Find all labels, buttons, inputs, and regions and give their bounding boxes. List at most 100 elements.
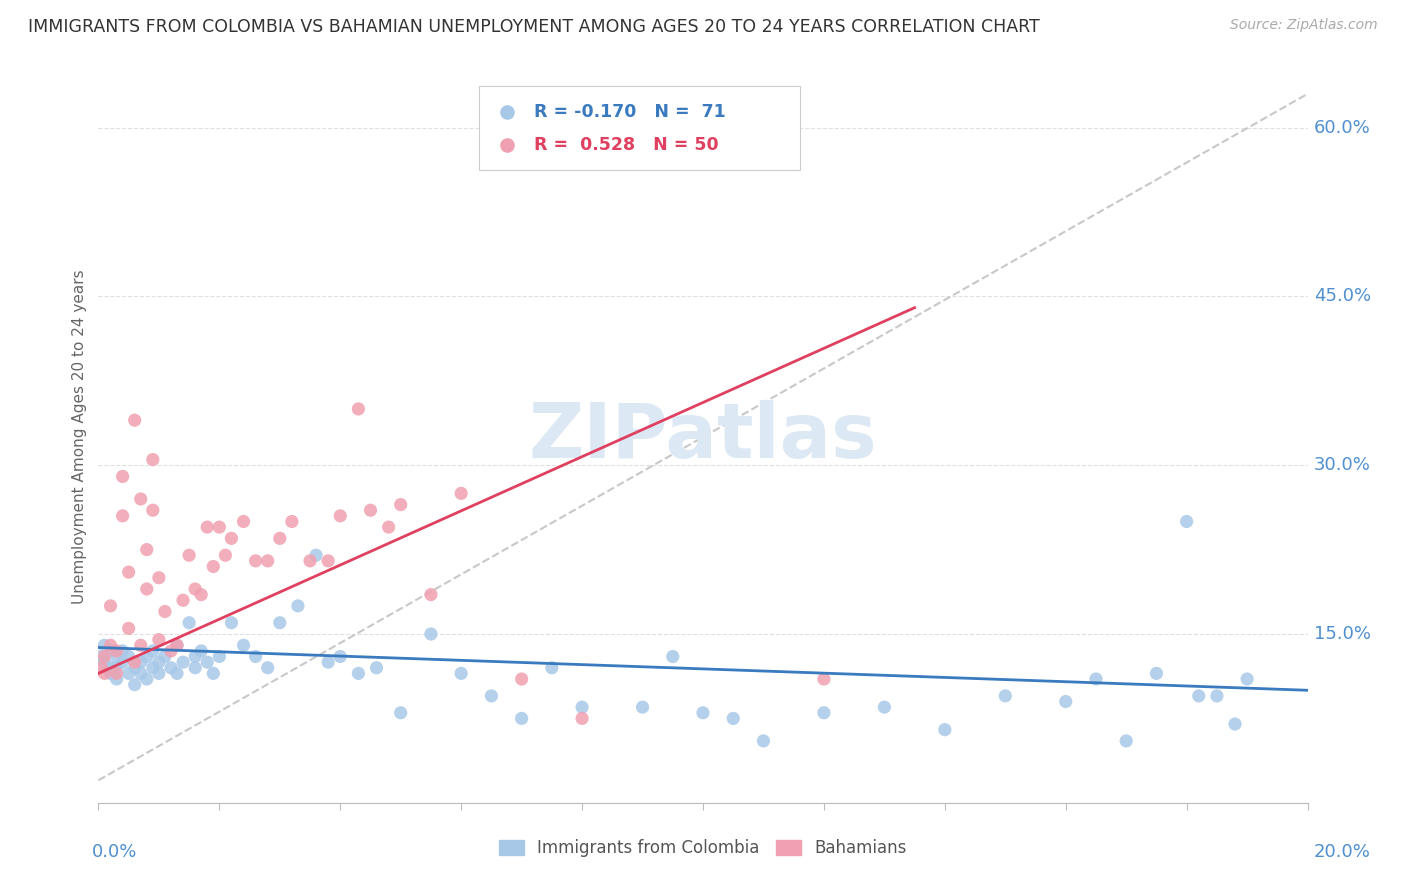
Point — [129, 655, 152, 669]
Point — [129, 638, 152, 652]
Point — [105, 644, 128, 658]
Point — [1188, 689, 1211, 703]
Point — [287, 599, 309, 613]
Point — [723, 711, 745, 725]
Point — [329, 508, 352, 523]
Point — [510, 711, 533, 725]
Point — [221, 532, 243, 546]
Point — [118, 621, 141, 635]
Point — [179, 548, 201, 562]
Point — [100, 661, 122, 675]
Point — [316, 655, 339, 669]
Point — [148, 666, 170, 681]
Point — [1144, 666, 1167, 681]
Point — [389, 706, 412, 720]
Point — [1054, 694, 1077, 708]
Point — [184, 582, 207, 596]
Point — [124, 413, 146, 427]
Text: R = -0.170   N =  71: R = -0.170 N = 71 — [534, 103, 725, 120]
Point — [118, 666, 141, 681]
Point — [202, 559, 225, 574]
Point — [202, 666, 225, 681]
Point — [214, 548, 236, 562]
Point — [1085, 672, 1108, 686]
Point — [142, 644, 165, 658]
Point — [93, 655, 115, 669]
Point — [347, 666, 370, 681]
Point — [360, 503, 382, 517]
Point — [93, 666, 115, 681]
Point — [153, 649, 176, 664]
Point — [93, 649, 115, 664]
Point — [450, 486, 472, 500]
Point — [118, 649, 141, 664]
Point — [90, 649, 112, 664]
Point — [1223, 717, 1246, 731]
Text: ZIPatlas: ZIPatlas — [529, 401, 877, 474]
Point — [316, 554, 339, 568]
Point — [245, 554, 267, 568]
Point — [510, 672, 533, 686]
Point — [631, 700, 654, 714]
Point — [256, 554, 278, 568]
Point — [1236, 672, 1258, 686]
Point — [934, 723, 956, 737]
Point — [692, 706, 714, 720]
Point — [124, 661, 146, 675]
Text: Source: ZipAtlas.com: Source: ZipAtlas.com — [1230, 18, 1378, 32]
Point — [752, 734, 775, 748]
Point — [994, 689, 1017, 703]
Point — [1115, 734, 1137, 748]
Point — [232, 515, 254, 529]
Point — [135, 649, 157, 664]
Point — [135, 582, 157, 596]
FancyBboxPatch shape — [479, 86, 800, 170]
Point — [190, 644, 212, 658]
Point — [256, 661, 278, 675]
Point — [166, 638, 188, 652]
Point — [347, 401, 370, 416]
Point — [420, 588, 443, 602]
Text: 15.0%: 15.0% — [1313, 625, 1371, 643]
Point — [148, 655, 170, 669]
Point — [232, 638, 254, 652]
Point — [166, 666, 188, 681]
Point — [305, 548, 328, 562]
Point — [100, 666, 122, 681]
Text: R =  0.528   N = 50: R = 0.528 N = 50 — [534, 136, 718, 153]
Point — [100, 638, 122, 652]
Point — [100, 644, 122, 658]
Text: 45.0%: 45.0% — [1313, 287, 1371, 305]
Point — [269, 615, 291, 630]
Point — [142, 503, 165, 517]
Point — [148, 571, 170, 585]
Point — [172, 593, 194, 607]
Text: 60.0%: 60.0% — [1313, 119, 1371, 136]
Point — [389, 498, 412, 512]
Point — [111, 644, 134, 658]
Point — [195, 520, 218, 534]
Point — [105, 649, 128, 664]
Point — [105, 672, 128, 686]
Point — [450, 666, 472, 681]
Point — [184, 649, 207, 664]
Point — [105, 666, 128, 681]
Point — [153, 605, 176, 619]
Point — [160, 644, 183, 658]
Point — [571, 711, 593, 725]
Text: 20.0%: 20.0% — [1313, 843, 1371, 861]
Point — [269, 532, 291, 546]
Point — [813, 706, 835, 720]
Point — [105, 661, 128, 675]
Text: IMMIGRANTS FROM COLOMBIA VS BAHAMIAN UNEMPLOYMENT AMONG AGES 20 TO 24 YEARS CORR: IMMIGRANTS FROM COLOMBIA VS BAHAMIAN UNE… — [28, 18, 1040, 36]
Point — [135, 542, 157, 557]
Point — [571, 700, 593, 714]
Point — [142, 452, 165, 467]
Point — [661, 649, 683, 664]
Point — [281, 515, 304, 529]
Point — [420, 627, 443, 641]
Point — [93, 638, 115, 652]
Point — [299, 554, 322, 568]
Point — [142, 661, 165, 675]
Point — [129, 491, 152, 506]
